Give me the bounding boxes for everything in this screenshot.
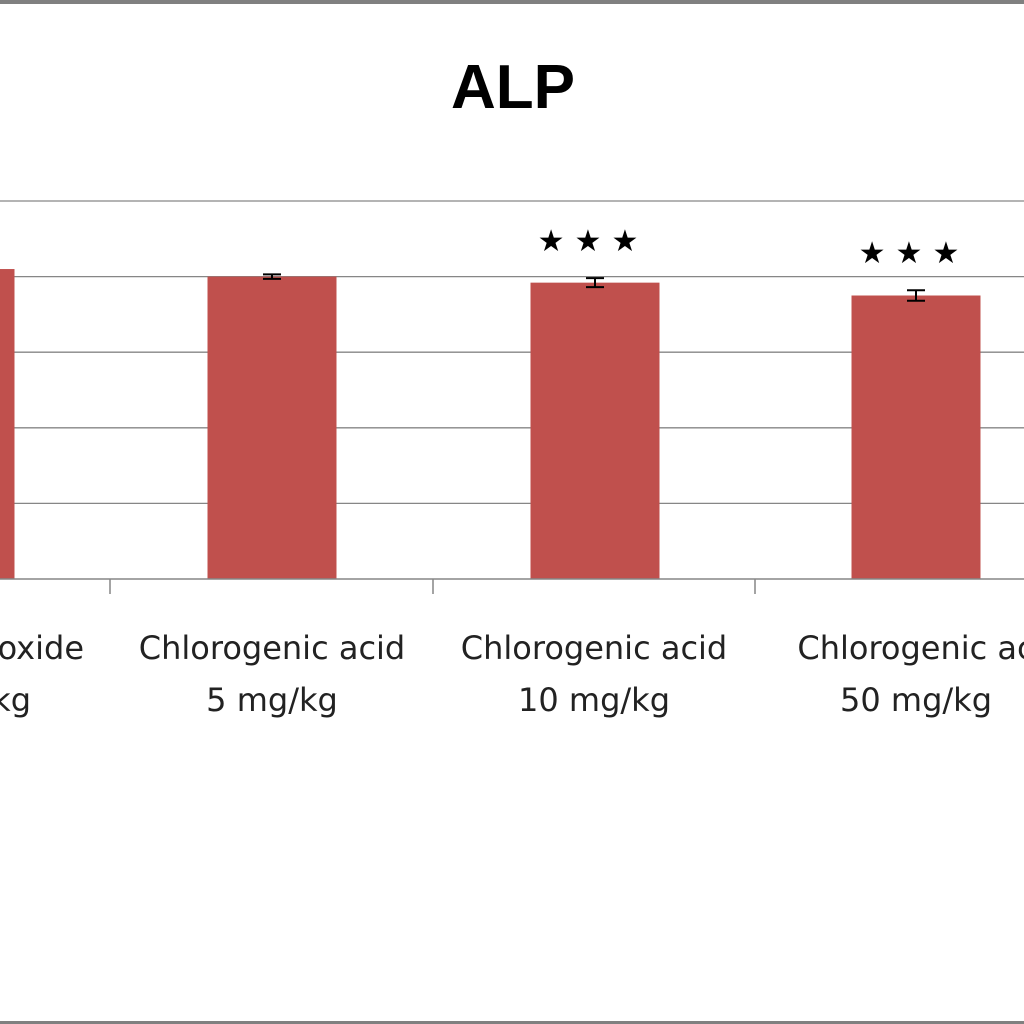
bar [0, 269, 15, 579]
category-label: Chlorogenic ac [797, 629, 1024, 667]
x-axis [0, 578, 1024, 594]
bar [207, 276, 337, 579]
category-label: kg [0, 681, 31, 719]
category-labels: oxide kg Chlorogenic acid 5 mg/kg Chlorogeni… [0, 629, 1024, 719]
category-label: 50 mg/kg [840, 681, 992, 719]
category-label: 5 mg/kg [206, 681, 338, 719]
category-label: 10 mg/kg [518, 681, 670, 719]
category-label: oxide [0, 629, 84, 667]
category-label: Chlorogenic acid [461, 629, 727, 667]
chart-title: ALP [451, 53, 575, 122]
bar [530, 282, 660, 579]
category-label: Chlorogenic acid [139, 629, 405, 667]
bar [851, 295, 981, 579]
significance-marker: ★★★ [538, 224, 649, 259]
bars: ★★★ ★★★ [0, 224, 981, 579]
significance-marker: ★★★ [859, 236, 970, 271]
